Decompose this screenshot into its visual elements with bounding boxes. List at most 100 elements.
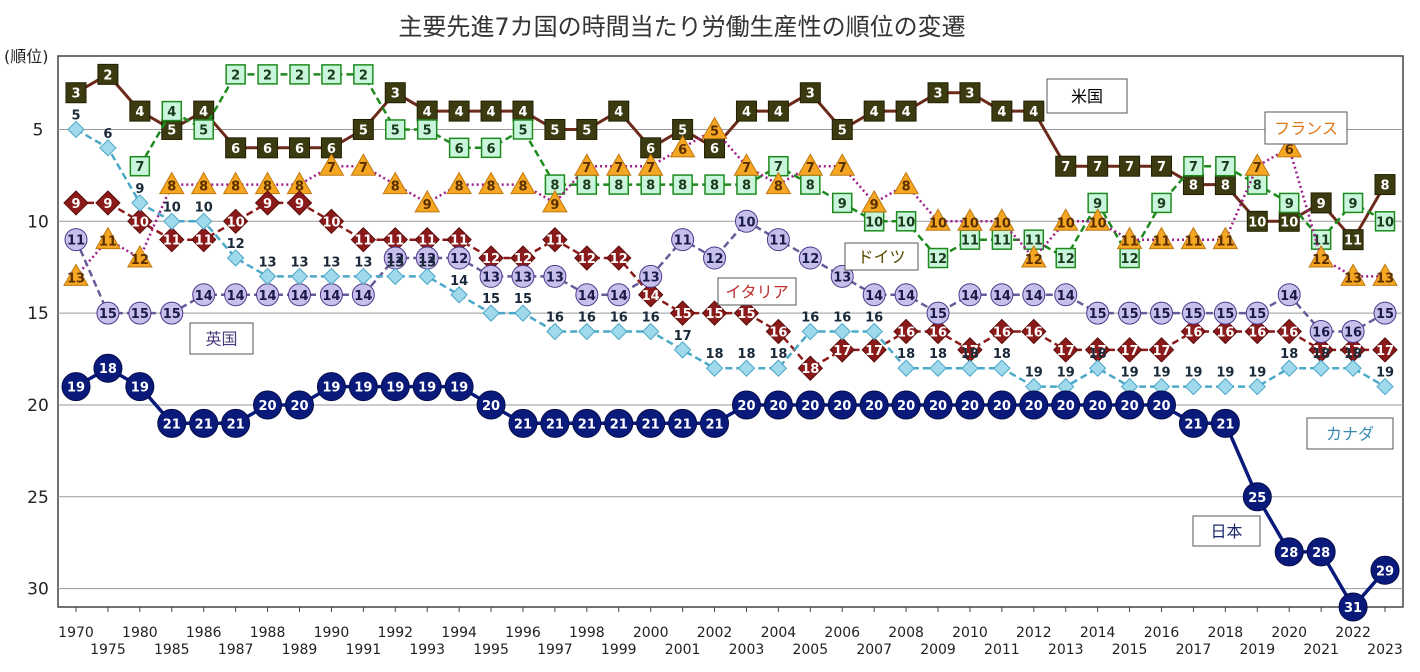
data-label: 20 <box>993 399 1011 414</box>
data-label: 3 <box>391 87 400 102</box>
data-point <box>925 208 951 231</box>
data-label: 5 <box>550 123 559 138</box>
data-point <box>961 359 979 377</box>
data-label: 5 <box>71 108 80 123</box>
data-label: 15 <box>99 307 117 322</box>
data-point <box>1083 390 1113 420</box>
data-point <box>1280 359 1298 377</box>
data-point <box>191 226 217 253</box>
data-label: 17 <box>1152 344 1170 359</box>
data-label: 5 <box>518 123 527 138</box>
data-point <box>797 153 824 176</box>
data-label: 7 <box>582 161 591 176</box>
data-point <box>1278 192 1300 214</box>
data-point <box>1151 155 1173 177</box>
x-tick-label: 2013 <box>1048 642 1084 658</box>
data-label: 15 <box>1216 307 1234 322</box>
data-label: 9 <box>103 197 112 212</box>
data-point <box>63 190 89 216</box>
data-label: 20 <box>482 399 500 414</box>
data-point <box>1376 377 1394 396</box>
data-label: 31 <box>1344 601 1362 616</box>
data-label: 10 <box>195 200 213 215</box>
data-point <box>1370 555 1400 585</box>
data-label: 9 <box>295 197 304 212</box>
data-point <box>1119 155 1141 177</box>
data-point <box>765 318 792 345</box>
data-point <box>829 337 855 363</box>
data-label: 7 <box>1253 161 1262 176</box>
data-point <box>61 372 91 402</box>
data-point <box>991 100 1013 122</box>
data-label: 3 <box>71 87 80 102</box>
data-point <box>1373 301 1397 325</box>
data-label: 19 <box>418 381 436 396</box>
data-point <box>225 64 246 85</box>
data-label: 13 <box>418 255 436 270</box>
data-point <box>989 318 1015 345</box>
data-point <box>573 153 600 176</box>
data-label: 6 <box>678 143 687 158</box>
data-point <box>99 139 117 157</box>
data-label: 12 <box>1121 252 1139 267</box>
data-label: 9 <box>838 197 847 212</box>
data-label: 15 <box>163 307 181 322</box>
data-point <box>222 208 249 235</box>
data-label: 12 <box>227 237 245 252</box>
data-point <box>1053 337 1079 363</box>
data-label: 15 <box>674 307 692 322</box>
data-label: 11 <box>418 234 436 249</box>
data-label: 7 <box>1125 160 1134 175</box>
data-point <box>318 208 345 235</box>
data-point <box>893 318 919 345</box>
data-label: 12 <box>1025 253 1043 268</box>
data-label: 10 <box>865 215 883 230</box>
data-point <box>129 155 151 177</box>
data-point <box>959 82 981 104</box>
data-point <box>610 322 628 341</box>
data-point <box>958 283 982 307</box>
data-label: 4 <box>423 105 432 120</box>
data-point <box>514 304 532 322</box>
data-label: 7 <box>1157 160 1166 175</box>
data-point <box>606 245 632 271</box>
data-label: 11 <box>993 234 1011 249</box>
data-label: 13 <box>354 255 372 270</box>
data-point <box>700 408 730 438</box>
data-label: 20 <box>961 399 979 414</box>
data-label: 15 <box>1248 307 1266 322</box>
data-label: 8 <box>1221 179 1230 194</box>
data-label: 2 <box>359 68 368 83</box>
data-point <box>542 189 568 213</box>
data-label: 8 <box>1253 179 1262 194</box>
data-label: 16 <box>1280 326 1298 341</box>
data-point <box>192 283 216 307</box>
x-tick-label: 2003 <box>729 642 765 658</box>
x-tick-label: 2015 <box>1112 642 1148 658</box>
data-label: 16 <box>769 326 787 341</box>
data-label: 10 <box>961 216 979 231</box>
x-tick-label: 1980 <box>122 625 158 641</box>
data-label: 7 <box>742 161 751 176</box>
data-point <box>1246 210 1268 232</box>
data-label: 5 <box>199 123 208 138</box>
data-point <box>284 390 314 420</box>
x-tick-label: 1970 <box>58 625 94 641</box>
data-label: 16 <box>801 311 819 326</box>
data-point <box>257 137 279 159</box>
legend-label: 米国 <box>1071 87 1103 106</box>
data-point <box>859 390 889 420</box>
data-label: 16 <box>546 311 564 326</box>
data-label: 18 <box>961 347 979 362</box>
data-label: 18 <box>1089 347 1107 362</box>
data-label: 15 <box>1376 307 1394 322</box>
data-label: 6 <box>263 142 272 157</box>
data-point <box>766 228 790 252</box>
data-label: 13 <box>642 270 660 285</box>
data-point <box>669 134 696 158</box>
data-point <box>64 228 88 252</box>
data-point <box>895 211 917 232</box>
data-label: 3 <box>934 87 943 102</box>
x-tick-label: 1997 <box>537 642 573 658</box>
data-point <box>478 171 504 195</box>
